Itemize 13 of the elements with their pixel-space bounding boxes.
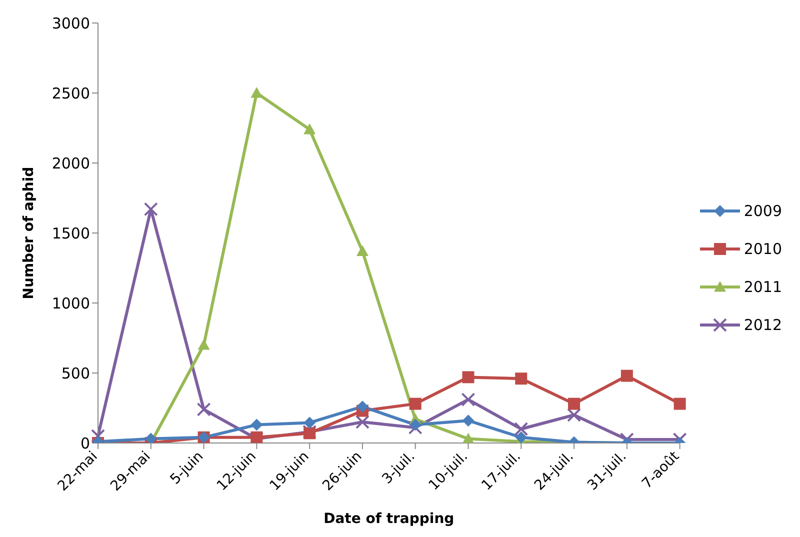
- y-tick-label: 2000: [52, 154, 90, 172]
- y-tick-label: 500: [61, 364, 90, 382]
- y-tick-label: 3000: [52, 14, 90, 32]
- y-tick-label: 0: [80, 434, 90, 452]
- y-tick-label: 2500: [52, 84, 90, 102]
- legend-label: 2011: [744, 278, 782, 296]
- legend-label: 2012: [744, 316, 782, 334]
- y-tick-label: 1500: [52, 224, 90, 242]
- x-axis-title: Date of trapping: [324, 511, 454, 527]
- y-axis-title: Number of aphid: [20, 166, 37, 300]
- legend-label: 2009: [744, 202, 782, 220]
- y-tick-label: 1000: [52, 294, 90, 312]
- legend-label: 2010: [744, 240, 782, 258]
